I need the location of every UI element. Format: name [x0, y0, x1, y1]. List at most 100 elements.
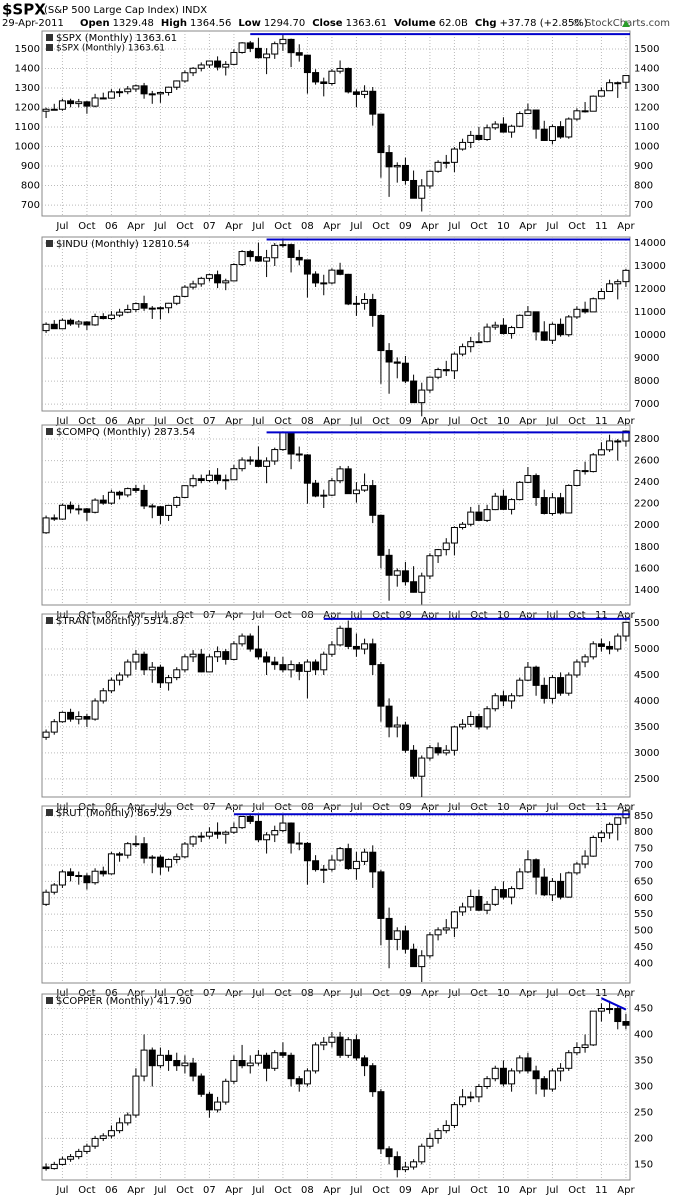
candle-body [287, 432, 295, 455]
x-tick-label: Apr [519, 416, 537, 427]
candle-body [499, 123, 507, 133]
x-tick-label: Oct [372, 416, 389, 427]
x-tick-label: Oct [78, 221, 95, 232]
panel-title: $COMPQ (Monthly) 2873.54 [56, 427, 195, 438]
x-tick-label: 09 [399, 221, 412, 232]
y-tick-label: 14000 [634, 238, 666, 249]
candle-body [230, 827, 238, 833]
candle-body [214, 651, 222, 658]
candle-body [344, 273, 352, 305]
candle-body [295, 664, 303, 672]
candle-body [238, 635, 246, 645]
candle-body [132, 653, 140, 663]
candle-body [426, 1137, 434, 1147]
x-tick-label: Oct [274, 802, 291, 813]
candle-body [83, 321, 91, 326]
candle-body [124, 1114, 132, 1124]
x-tick-label: Oct [568, 416, 585, 427]
x-tick-label: Jul [447, 610, 460, 621]
candle-body [524, 1057, 532, 1072]
candle-body [312, 860, 320, 871]
candle-body [303, 842, 311, 862]
candle-body [491, 324, 499, 328]
candle-body [42, 323, 50, 332]
candle-body [75, 874, 83, 877]
candle-body [246, 42, 254, 49]
candle-body [181, 485, 189, 498]
candle-body [99, 870, 107, 875]
candle-body [271, 244, 279, 259]
candle-body [124, 309, 132, 313]
x-tick-label: Apr [127, 802, 145, 813]
candle-body [205, 656, 213, 673]
candle-body [156, 666, 164, 684]
candle-body [369, 299, 377, 316]
candle-body [67, 319, 75, 325]
x-tick-label: Oct [470, 802, 487, 813]
x-tick-label: 07 [203, 1185, 216, 1196]
candle-body [254, 820, 262, 841]
candle-body [336, 627, 344, 646]
candle-body [140, 303, 148, 309]
candle-body [222, 63, 230, 68]
candle-body [173, 856, 181, 860]
candle-body [75, 101, 83, 105]
candle-body [606, 440, 614, 451]
candle-body [516, 113, 524, 127]
candle-body [263, 257, 271, 262]
candle-body [222, 280, 230, 284]
candle-body [508, 327, 516, 335]
candle-body [557, 497, 565, 514]
x-tick-label: Apr [421, 610, 439, 621]
y-tick-label: 600 [634, 893, 653, 904]
candle-body [418, 389, 426, 404]
candle-body [181, 656, 189, 671]
candle-body [91, 499, 99, 513]
candle-body [622, 430, 630, 442]
candle-body [401, 1166, 409, 1171]
candle-body [42, 891, 50, 905]
candle-body [91, 870, 99, 884]
candle-body [475, 511, 483, 521]
candle-body [67, 871, 75, 876]
y-tick-label: 1000 [634, 142, 659, 153]
candle-body [385, 554, 393, 576]
candle-body [312, 661, 320, 671]
candle-body [83, 716, 91, 720]
candle-body [361, 90, 369, 95]
candle-body [205, 60, 213, 66]
x-tick-label: Apr [225, 221, 243, 232]
candle-body [336, 468, 344, 482]
quote-value: 1364.56 [190, 18, 231, 29]
candle-body [369, 643, 377, 666]
candle-body [589, 643, 597, 658]
candle-body [254, 256, 262, 262]
x-tick-label: Apr [323, 1185, 341, 1196]
x-tick-label: 08 [301, 610, 314, 621]
panel-title: $TRAN (Monthly) 5514.87 [56, 616, 185, 627]
candle-body [606, 283, 614, 293]
candle-body [254, 1054, 262, 1064]
candle-body [426, 376, 434, 391]
candle-body [83, 1145, 91, 1152]
candle-body [124, 88, 132, 93]
y-tick-label: 12000 [634, 284, 666, 295]
candle-body [263, 1054, 271, 1069]
candle-body [50, 884, 58, 893]
y-tick-label: 2500 [634, 774, 659, 785]
candle-body [606, 82, 614, 92]
candle-body [508, 125, 516, 133]
candle-body [467, 134, 475, 143]
y-tick-label-left: 800 [21, 181, 40, 192]
candle-body [442, 369, 450, 372]
panel-frame [41, 30, 631, 217]
candle-body [606, 1008, 614, 1011]
candle-body [238, 42, 246, 53]
candle-body [418, 757, 426, 777]
candle-body [410, 1161, 418, 1168]
candle-body [99, 315, 107, 320]
candle-body [581, 308, 589, 313]
x-tick-label: Apr [519, 610, 537, 621]
candle-body [295, 52, 303, 56]
candle-body [99, 1135, 107, 1139]
